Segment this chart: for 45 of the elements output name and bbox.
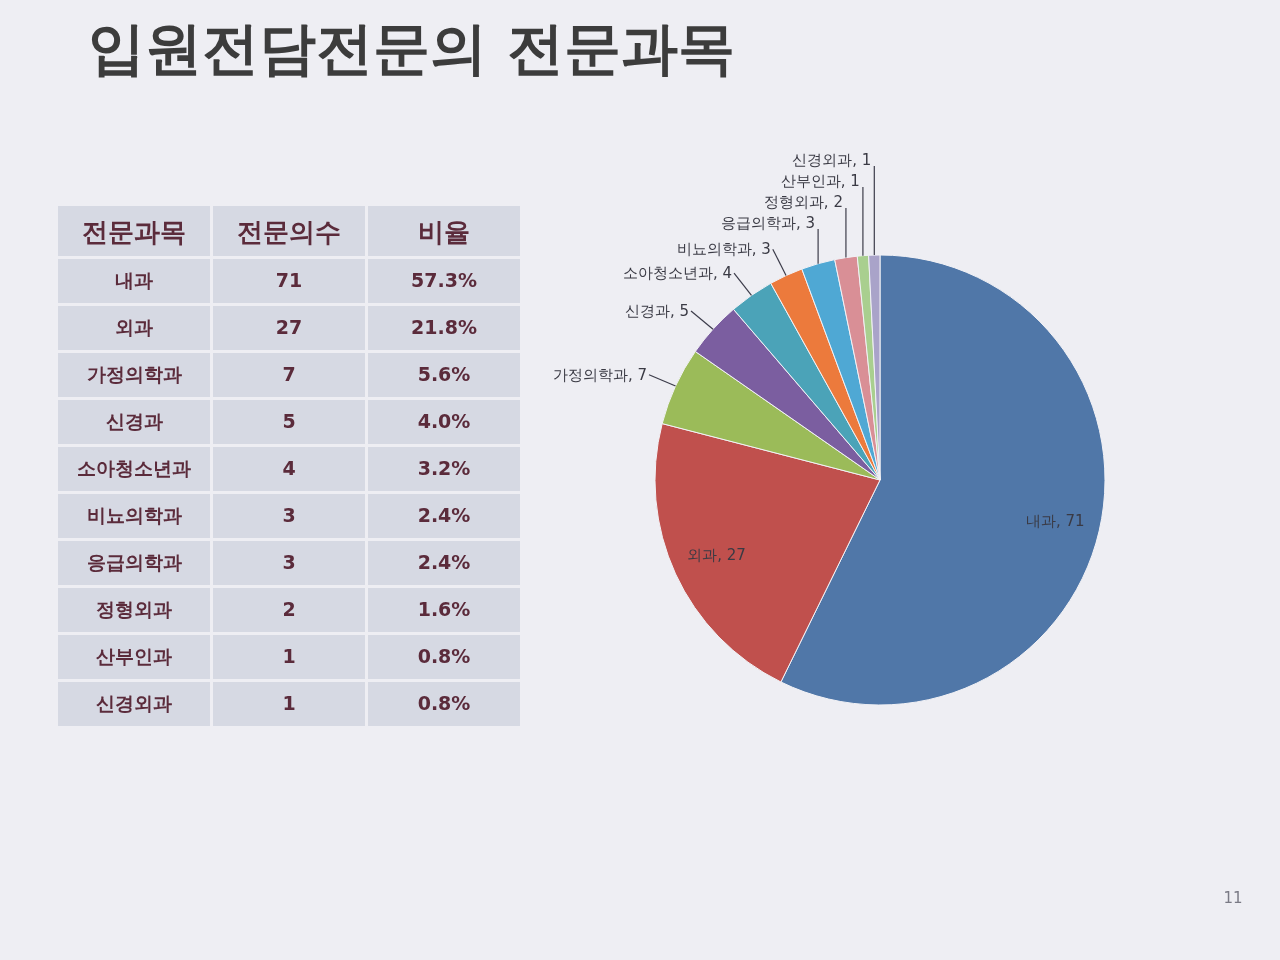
data-label: 신경외과, 1: [792, 151, 872, 169]
text: 11: [1223, 889, 1243, 907]
data-label: 내과, 71: [1026, 511, 1085, 530]
text: 입원전담전문의 전문과목: [88, 15, 735, 81]
text: 전문과목: [82, 217, 186, 247]
data-label: 3.2%: [417, 457, 471, 479]
data-label: 57.3%: [411, 269, 477, 291]
data-label: 21.8%: [411, 316, 477, 338]
data-label: 비뇨의학과, 3: [676, 240, 771, 259]
category-label: 산부인과: [96, 645, 172, 667]
data-label: 외과, 27: [687, 546, 746, 565]
data-label: 2.4%: [417, 504, 471, 526]
category-label: 내과: [115, 269, 153, 291]
data-label: 산부인과, 1: [780, 172, 860, 190]
data-label: 1: [282, 645, 296, 667]
series-label: 전문의수: [237, 217, 341, 247]
series-label: 비율: [418, 217, 470, 247]
data-label: 응급의학과, 3: [721, 214, 816, 232]
data-label: 1: [282, 692, 296, 714]
data-label: 5: [282, 410, 296, 432]
data-label: 3: [282, 551, 296, 573]
data-label: 0.8%: [417, 645, 471, 667]
data-label: 신경과, 5: [624, 302, 690, 321]
category-label: 정형외과: [96, 598, 172, 620]
data-label: 3: [282, 504, 296, 526]
data-label: 4.0%: [417, 410, 471, 432]
data-label: 2: [282, 598, 296, 620]
data-label: 가정의학과, 7: [552, 365, 648, 384]
category-label: 소아청소년과: [77, 457, 191, 479]
category-label: 비뇨의학과: [86, 504, 182, 526]
data-label: 0.8%: [417, 692, 471, 714]
category-label: 가정의학과: [86, 363, 182, 385]
data-label: 27: [275, 316, 303, 338]
data-label: 7: [282, 363, 296, 385]
category-label: 응급의학과: [86, 551, 182, 573]
data-label: 71: [275, 269, 303, 291]
category-label: 신경과: [105, 410, 163, 432]
category-label: 외과: [115, 316, 153, 338]
data-label: 1.6%: [417, 598, 471, 620]
data-label: 2.4%: [417, 551, 471, 573]
data-label: 정형외과, 2: [763, 193, 843, 211]
category-label: 신경외과: [96, 692, 172, 714]
data-label: 5.6%: [417, 363, 471, 385]
data-label: 소아청소년과, 4: [622, 264, 733, 283]
data-label: 4: [282, 457, 296, 479]
